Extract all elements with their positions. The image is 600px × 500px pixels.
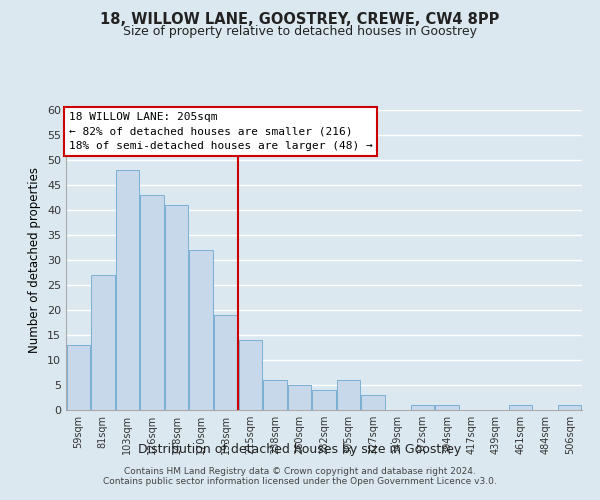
Bar [410, 405, 434, 410]
Bar [116, 170, 139, 410]
Text: Contains HM Land Registry data © Crown copyright and database right 2024.: Contains HM Land Registry data © Crown c… [124, 468, 476, 476]
Text: Size of property relative to detached houses in Goostrey: Size of property relative to detached ho… [123, 25, 477, 38]
Bar [214, 315, 238, 410]
Bar [558, 405, 581, 410]
Bar [91, 275, 115, 410]
Bar [361, 395, 385, 410]
Bar [337, 380, 360, 410]
Bar [435, 405, 458, 410]
Text: Distribution of detached houses by size in Goostrey: Distribution of detached houses by size … [139, 442, 461, 456]
Bar [140, 195, 164, 410]
Bar [190, 250, 213, 410]
Bar [288, 385, 311, 410]
Bar [509, 405, 532, 410]
Bar [263, 380, 287, 410]
Y-axis label: Number of detached properties: Number of detached properties [28, 167, 41, 353]
Bar [67, 345, 90, 410]
Text: Contains public sector information licensed under the Open Government Licence v3: Contains public sector information licen… [103, 478, 497, 486]
Bar [239, 340, 262, 410]
Text: 18, WILLOW LANE, GOOSTREY, CREWE, CW4 8PP: 18, WILLOW LANE, GOOSTREY, CREWE, CW4 8P… [100, 12, 500, 28]
Text: 18 WILLOW LANE: 205sqm
← 82% of detached houses are smaller (216)
18% of semi-de: 18 WILLOW LANE: 205sqm ← 82% of detached… [68, 112, 373, 151]
Bar [313, 390, 335, 410]
Bar [165, 205, 188, 410]
